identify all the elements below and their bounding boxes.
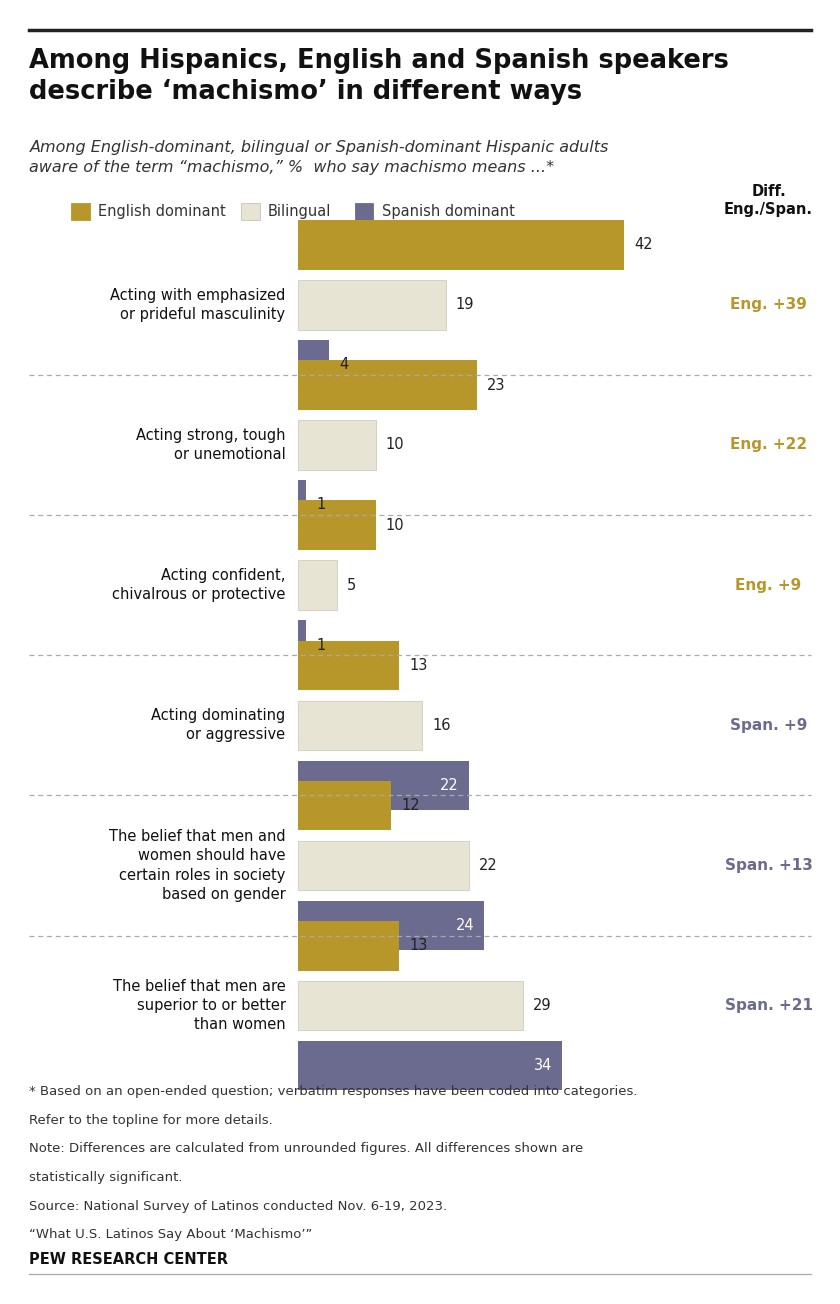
Text: Acting dominating
or aggressive: Acting dominating or aggressive [151,708,286,742]
Bar [298,561,337,610]
Text: The belief that men and
women should have
certain roles in society
based on gend: The belief that men and women should hav… [109,829,286,902]
Bar [298,841,469,891]
Text: Among English-dominant, bilingual or Spanish-dominant Hispanic adults
aware of t: Among English-dominant, bilingual or Spa… [29,140,609,175]
Text: The belief that men are
superior to or better
than women: The belief that men are superior to or b… [113,979,286,1033]
Text: 19: 19 [456,297,475,313]
Text: Acting strong, tough
or unemotional: Acting strong, tough or unemotional [136,428,286,462]
Bar [298,760,469,810]
Text: 34: 34 [533,1058,552,1073]
Text: Acting with emphasized
or prideful masculinity: Acting with emphasized or prideful mascu… [110,288,286,322]
Text: 23: 23 [487,377,506,393]
Text: 29: 29 [533,998,552,1013]
Text: 22: 22 [440,777,459,793]
Text: Diff.
Eng./Span.: Diff. Eng./Span. [724,184,813,218]
Bar [298,220,624,270]
Text: 10: 10 [386,437,405,452]
Text: English dominant: English dominant [98,203,226,219]
Text: Eng. +9: Eng. +9 [736,578,801,593]
Text: 4: 4 [339,357,349,373]
Text: Span. +9: Span. +9 [730,717,807,733]
Text: Span. +21: Span. +21 [725,998,812,1013]
Text: Spanish dominant: Spanish dominant [382,203,515,219]
Text: * Based on an open-ended question; verbatim responses have been coded into categ: * Based on an open-ended question; verba… [29,1085,638,1098]
Text: 13: 13 [409,657,428,673]
Text: 5: 5 [347,578,356,593]
Bar [354,202,374,219]
Text: Eng. +22: Eng. +22 [730,437,807,452]
Bar [298,1041,562,1090]
Text: 1: 1 [316,497,325,512]
Bar [298,781,391,831]
Text: “What U.S. Latinos Say About ‘Machismo’”: “What U.S. Latinos Say About ‘Machismo’” [29,1228,312,1241]
Text: Refer to the topline for more details.: Refer to the topline for more details. [29,1114,273,1127]
Bar [298,640,399,690]
Text: 12: 12 [402,798,420,814]
Bar [241,202,260,219]
Text: 16: 16 [433,717,451,733]
Text: Among Hispanics, English and Spanish speakers
describe ‘machismo’ in different w: Among Hispanics, English and Spanish spe… [29,48,729,106]
Bar [298,480,306,529]
Bar [298,420,375,469]
Text: 1: 1 [316,638,325,653]
Bar [298,340,329,390]
Text: Acting confident,
chivalrous or protective: Acting confident, chivalrous or protecti… [113,569,286,602]
Text: Source: National Survey of Latinos conducted Nov. 6-19, 2023.: Source: National Survey of Latinos condu… [29,1200,448,1213]
Text: Span. +13: Span. +13 [725,858,812,874]
Bar [298,921,399,970]
Text: 24: 24 [456,918,475,934]
Bar [298,901,485,951]
Text: 22: 22 [479,858,498,874]
Text: Note: Differences are calculated from unrounded figures. All differences shown a: Note: Differences are calculated from un… [29,1142,584,1155]
Bar [298,280,446,330]
Text: 10: 10 [386,518,405,533]
Text: statistically significant.: statistically significant. [29,1171,183,1184]
Bar [298,501,375,550]
Bar [298,700,423,750]
Text: Eng. +39: Eng. +39 [730,297,807,313]
Text: 13: 13 [409,938,428,953]
Text: PEW RESEARCH CENTER: PEW RESEARCH CENTER [29,1252,228,1267]
Bar [298,981,523,1030]
Bar [71,202,90,219]
Bar [298,360,477,409]
Text: 42: 42 [634,237,653,253]
Bar [298,621,306,670]
Text: Bilingual: Bilingual [268,203,331,219]
